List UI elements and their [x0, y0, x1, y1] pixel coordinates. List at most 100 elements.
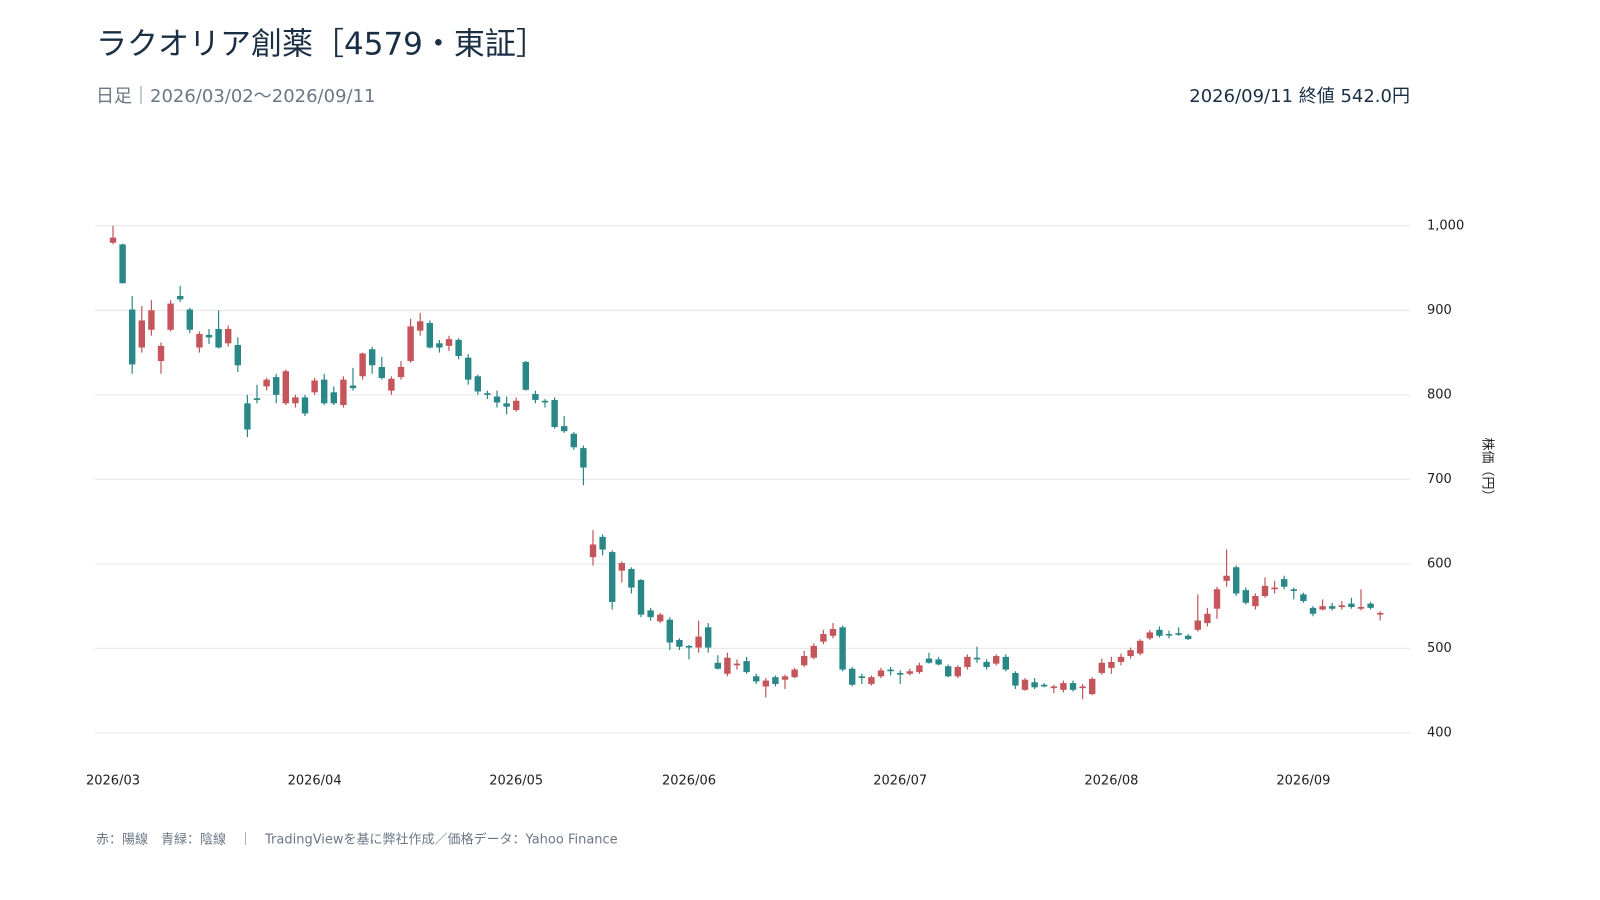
candle-body — [244, 403, 251, 430]
candle-body — [493, 396, 501, 403]
candle-body — [484, 393, 491, 395]
x-tick-label: 2026/05 — [489, 774, 543, 789]
candle-body — [599, 536, 606, 550]
candle-body — [436, 343, 443, 348]
candle-body — [1185, 635, 1192, 640]
candle-body — [1367, 603, 1374, 608]
candle-body — [1319, 606, 1326, 610]
candle-body — [522, 361, 529, 390]
candle-body — [1175, 633, 1182, 635]
candle-body — [1156, 629, 1163, 636]
candle-body — [1261, 585, 1269, 597]
candle-body — [1348, 603, 1355, 608]
candle-body — [388, 378, 395, 391]
candle-body — [685, 645, 693, 648]
candle-body — [321, 379, 328, 404]
candle-body — [580, 448, 587, 468]
candle-body — [589, 544, 597, 558]
candle-body — [513, 400, 520, 411]
candle-body — [1021, 679, 1029, 690]
candle-body — [1089, 678, 1096, 695]
candle-body — [157, 345, 165, 362]
candle-body — [906, 671, 913, 674]
candle-body — [1108, 661, 1115, 668]
candle-body — [138, 320, 145, 348]
candle-body — [820, 634, 827, 642]
candle-body — [1050, 686, 1057, 689]
candle-body — [1300, 594, 1307, 602]
candle-body — [301, 397, 309, 414]
candle-body — [743, 661, 750, 673]
candle-body — [753, 676, 760, 682]
chart-title: ラクオリア創薬［4579・東証］ — [96, 27, 547, 63]
candle-body — [791, 669, 798, 678]
y-axis-label: 株価（円） — [1480, 437, 1495, 502]
candle-body — [234, 344, 241, 366]
candle-body — [945, 666, 952, 677]
candle-body — [369, 349, 376, 366]
candle-body — [465, 357, 472, 380]
candle-body — [273, 377, 280, 395]
candle-body — [330, 392, 337, 404]
candle-body — [781, 676, 789, 680]
chart-subtitle: 日足｜2026/03/02〜2026/09/11 — [96, 86, 376, 107]
candle-body — [1165, 634, 1173, 636]
candle-body — [647, 610, 654, 618]
candle-body — [407, 326, 414, 362]
x-tick-label: 2026/07 — [873, 774, 927, 789]
candle-body — [541, 400, 549, 403]
candle-body — [474, 376, 481, 392]
candle-body — [359, 353, 366, 377]
candle-body — [186, 309, 193, 330]
candle-body — [1309, 607, 1317, 614]
candle-body — [349, 385, 357, 389]
candle-body — [148, 310, 155, 330]
candle-body — [868, 677, 875, 684]
close-annotation: 2026/09/11 終値 542.0円 — [1189, 86, 1410, 107]
candle-body — [177, 295, 184, 300]
candle-body — [637, 579, 645, 615]
candle-body — [705, 627, 712, 648]
candle-body — [561, 426, 568, 432]
candle-body — [925, 658, 933, 663]
candle-body — [253, 398, 261, 400]
y-tick-label: 900 — [1427, 303, 1452, 318]
candle-body — [1204, 613, 1211, 624]
candle-body — [676, 639, 683, 647]
x-tick-label: 2026/03 — [86, 774, 140, 789]
candle-body — [657, 614, 664, 622]
candle-body — [618, 563, 625, 571]
candle-body — [733, 663, 741, 666]
candle-body — [109, 237, 117, 243]
candle-body — [1069, 683, 1077, 690]
candle-body — [311, 380, 318, 393]
candle-body — [503, 403, 510, 407]
candle-body — [829, 628, 837, 636]
candle-body — [1031, 682, 1038, 688]
candle-body — [129, 309, 136, 365]
candle-body — [1242, 590, 1249, 603]
candle-body — [628, 568, 635, 588]
candle-body — [849, 668, 856, 685]
candle-body — [1271, 587, 1278, 590]
candle-body — [205, 334, 213, 338]
candle-body — [340, 379, 347, 405]
candle-body — [292, 397, 299, 404]
candle-body — [196, 334, 203, 348]
candle-body — [954, 667, 961, 677]
candle-body — [225, 328, 232, 344]
candle-body — [1137, 640, 1144, 654]
candle-body — [877, 670, 885, 677]
candle-body — [695, 636, 702, 648]
candle-body — [1357, 607, 1365, 609]
candle-body — [1041, 684, 1048, 687]
candle-body — [897, 672, 904, 675]
candle-body — [1281, 579, 1288, 587]
candle-body — [1194, 620, 1201, 630]
candle-body — [119, 244, 126, 284]
candle-body — [1146, 632, 1153, 639]
candle-body — [570, 433, 577, 448]
candle-body — [426, 323, 433, 348]
candle-body — [455, 339, 462, 356]
